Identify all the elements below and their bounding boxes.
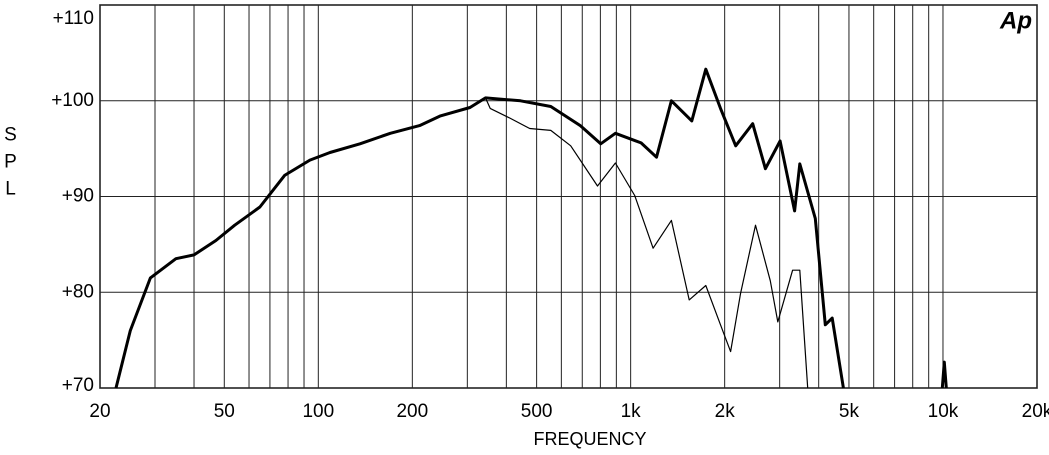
- y-tick-label: +90: [62, 186, 94, 207]
- x-tick-label: 5k: [839, 401, 860, 422]
- x-tick-label: 500: [521, 401, 553, 422]
- x-tick-label: 100: [302, 401, 334, 422]
- y-axis-label: SPL: [0, 125, 21, 206]
- logo: Ap: [999, 7, 1032, 34]
- x-tick-label: 20: [89, 401, 110, 422]
- y-tick-label: +80: [62, 281, 94, 302]
- x-tick-label: 200: [396, 401, 428, 422]
- x-axis-label: FREQUENCY: [533, 429, 646, 449]
- line-series: [115, 97, 809, 389]
- x-tick-label: 1k: [621, 401, 642, 422]
- y-tick-label: +100: [51, 90, 94, 111]
- y-tick-label: +70: [62, 375, 94, 396]
- x-tick-label: 20k: [1022, 401, 1049, 422]
- x-tick-label: 10k: [928, 401, 959, 422]
- x-tick-label: 50: [214, 401, 235, 422]
- x-tick-label: 2k: [715, 401, 736, 422]
- y-tick-label: +110: [53, 8, 94, 29]
- line-series: [114, 67, 948, 389]
